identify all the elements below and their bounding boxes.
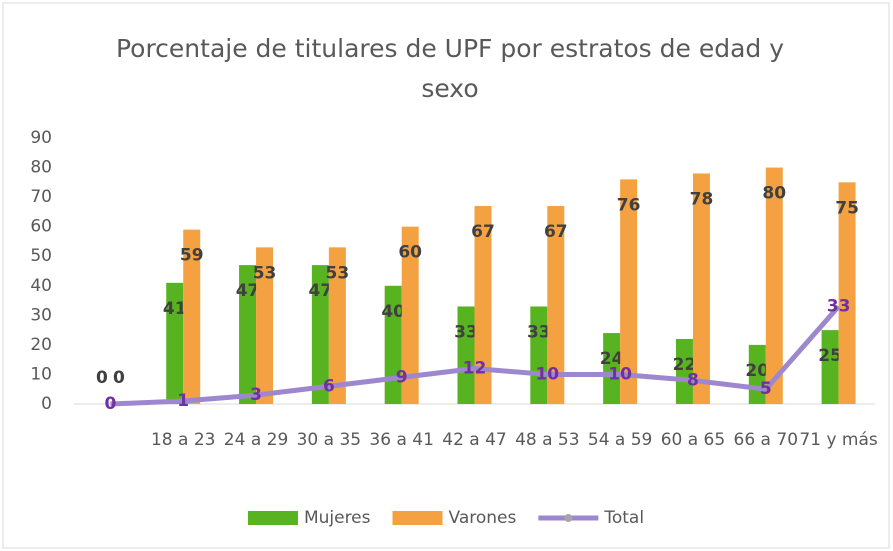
x-tick-label: 71 y más [799, 430, 877, 450]
data-label: 24 [600, 349, 624, 369]
line-label: 6 [323, 376, 335, 396]
line-label: 0 [104, 394, 116, 414]
data-label: 76 [617, 195, 641, 215]
bar [311, 265, 329, 404]
bar [183, 229, 201, 404]
bar [384, 285, 402, 404]
line-label: 8 [687, 370, 699, 390]
data-label: 33 [527, 322, 551, 342]
bar [256, 247, 274, 404]
bar [457, 306, 475, 404]
x-tick-label: 24 a 29 [224, 430, 289, 450]
y-tick-label: 0 [41, 394, 52, 414]
y-tick-label: 50 [30, 246, 52, 266]
bar [603, 333, 621, 404]
bar [547, 205, 565, 404]
data-label: 22 [673, 355, 697, 375]
legend-item: Total [538, 508, 644, 528]
line [110, 304, 841, 407]
data-label: 0 [113, 368, 125, 388]
data-label: 53 [326, 263, 350, 283]
bar [765, 167, 783, 404]
bar [675, 338, 693, 404]
line-label: 12 [463, 359, 487, 379]
legend-item: Varones [392, 508, 517, 528]
data-label: 67 [471, 222, 495, 242]
y-tick-label: 80 [30, 158, 52, 178]
y-tick-label: 70 [30, 187, 52, 207]
bar [530, 306, 548, 404]
bar [474, 205, 492, 404]
data-label: 41 [163, 299, 187, 319]
bar [692, 173, 710, 404]
data-label: 40 [381, 302, 405, 322]
data-label: 0 [96, 368, 108, 388]
legend-swatch [247, 511, 298, 525]
y-tick-label: 20 [30, 335, 52, 355]
data-label: 59 [180, 246, 204, 266]
line-label: 33 [827, 296, 851, 316]
x-tick-label: 18 a 23 [151, 430, 216, 450]
x-tick-label: 48 a 53 [515, 430, 580, 450]
legend-swatch [392, 511, 443, 525]
data-label: 25 [818, 346, 842, 366]
bar [239, 265, 257, 404]
x-tick-label: 36 a 41 [369, 430, 434, 450]
legend-label: Varones [449, 508, 517, 528]
bar [328, 247, 346, 404]
data-label: 75 [835, 198, 859, 218]
y-tick-label: 10 [30, 364, 52, 384]
data-label: 33 [454, 322, 478, 342]
data-label: 80 [762, 184, 786, 204]
legend: Mujeres Varones Total [247, 508, 644, 528]
data-label: 20 [745, 361, 769, 381]
line-label: 10 [535, 364, 559, 384]
data-label: 67 [544, 222, 568, 242]
y-tick-label: 40 [30, 276, 52, 296]
x-tick-label: 66 a 70 [734, 430, 799, 450]
line-label: 10 [608, 364, 632, 384]
y-tick-label: 30 [30, 305, 52, 325]
y-tick-label: 60 [30, 217, 52, 237]
line-label: 1 [177, 391, 189, 411]
data-label: 78 [690, 189, 714, 209]
line-label: 9 [396, 367, 408, 387]
x-tick-label: 30 a 35 [297, 430, 362, 450]
legend-item: Mujeres [247, 508, 371, 528]
x-tick-label: 60 a 65 [661, 430, 726, 450]
legend-label: Mujeres [304, 508, 371, 528]
bar [821, 330, 839, 404]
legend-label: Total [603, 508, 644, 528]
x-tick-label: 54 a 59 [588, 430, 653, 450]
legend-marker [564, 514, 573, 522]
bar [401, 226, 419, 404]
chart-title: Porcentaje de titulares de UPF por estra… [116, 34, 784, 103]
bar [620, 179, 638, 404]
x-tick-label: 42 a 47 [442, 430, 507, 450]
line-label: 5 [760, 379, 772, 399]
data-label: 47 [309, 281, 333, 301]
bar [838, 182, 856, 404]
data-label: 53 [253, 263, 277, 283]
bar [166, 282, 184, 404]
line-label: 3 [250, 385, 262, 405]
data-label: 60 [398, 243, 422, 263]
y-tick-label: 90 [30, 128, 52, 148]
data-label: 47 [236, 281, 260, 301]
